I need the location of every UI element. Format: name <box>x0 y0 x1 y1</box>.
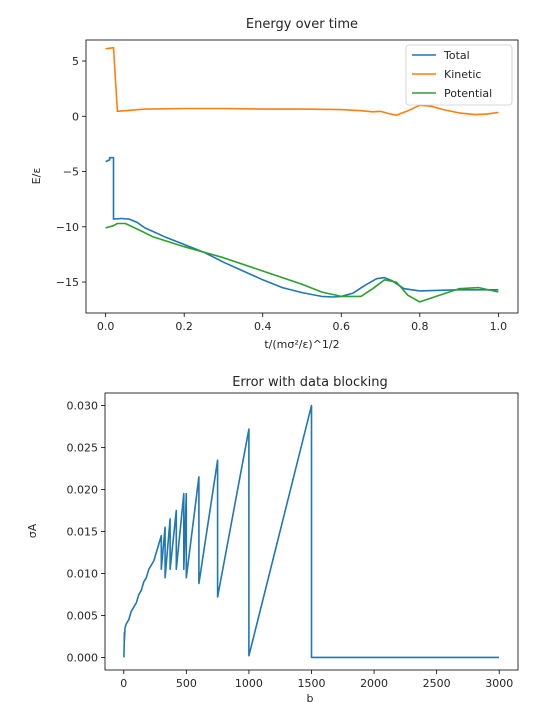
energy-y-ticks: 5 0 −5 −10 −15 <box>56 55 86 289</box>
blocking-y-tick-label: 0.020 <box>67 484 99 497</box>
energy-y-axis-label: E/ε <box>30 168 43 185</box>
legend-box <box>405 44 513 106</box>
blocking-chart: Error with data blocking 0 500 1000 1500 200… <box>26 375 519 705</box>
energy-series-line-potential <box>105 222 499 303</box>
blocking-x-tick-label: 500 <box>176 677 197 690</box>
energy-chart-title: Energy over time <box>246 17 358 32</box>
energy-y-tick-label: −10 <box>56 221 79 234</box>
blocking-x-tick-label: 1000 <box>235 677 263 690</box>
energy-x-tick-label: 1.0 <box>490 320 508 333</box>
blocking-x-tick-label: 2500 <box>423 677 451 690</box>
energy-series-line-kinetic <box>105 46 499 116</box>
blocking-y-tick-label: 0.005 <box>67 609 99 622</box>
blocking-x-ticks: 0 500 1000 1500 2000 2500 3000 <box>120 670 513 690</box>
blocking-x-tick-label: 3000 <box>485 677 513 690</box>
blocking-y-tick-label: 0.030 <box>67 400 99 413</box>
energy-y-tick-label: −5 <box>63 166 79 179</box>
blocking-y-tick-label: 0.015 <box>67 526 99 539</box>
blocking-y-ticks: 0.000 0.005 0.010 0.015 0.020 0.025 0.030 <box>67 400 105 664</box>
energy-series-lines <box>105 46 499 303</box>
blocking-series-lines <box>123 404 499 659</box>
energy-x-tick-label: 0.6 <box>333 320 351 333</box>
blocking-x-tick-label: 1500 <box>298 677 326 690</box>
blocking-y-tick-label: 0.025 <box>67 442 99 455</box>
energy-x-tick-label: 0.0 <box>97 320 115 333</box>
energy-plot-frame <box>85 39 519 314</box>
blocking-y-tick-label: 0.000 <box>67 651 99 664</box>
energy-legend: Total Kinetic Potential <box>405 44 513 106</box>
blocking-y-tick-label: 0.010 <box>67 567 99 580</box>
energy-x-axis-label: t/(mσ²/ε)^1/2 <box>264 338 339 351</box>
legend-label-kinetic: Kinetic <box>444 68 481 81</box>
energy-x-tick-label: 0.2 <box>175 320 193 333</box>
blocking-x-tick-label: 2000 <box>360 677 388 690</box>
energy-y-tick-label: 5 <box>72 55 79 68</box>
blocking-chart-title: Error with data blocking <box>232 375 388 390</box>
energy-x-tick-label: 0.8 <box>411 320 429 333</box>
energy-x-ticks: 0.0 0.2 0.4 0.6 0.8 1.0 <box>97 313 507 333</box>
energy-y-tick-label: −15 <box>56 276 79 289</box>
blocking-y-axis-label: σA <box>26 523 39 538</box>
legend-label-total: Total <box>443 49 470 62</box>
energy-y-tick-label: 0 <box>72 110 79 123</box>
blocking-x-tick-label: 0 <box>120 677 127 690</box>
energy-series-line-total <box>105 156 499 298</box>
legend-label-potential: Potential <box>444 87 492 100</box>
energy-x-tick-label: 0.4 <box>254 320 272 333</box>
energy-chart: Energy over time 0.0 0.2 0.4 0.6 0.8 1.0 5 0 −5… <box>30 17 519 351</box>
blocking-series-line-sigma <box>123 404 499 659</box>
blocking-x-axis-label: b <box>307 692 314 705</box>
